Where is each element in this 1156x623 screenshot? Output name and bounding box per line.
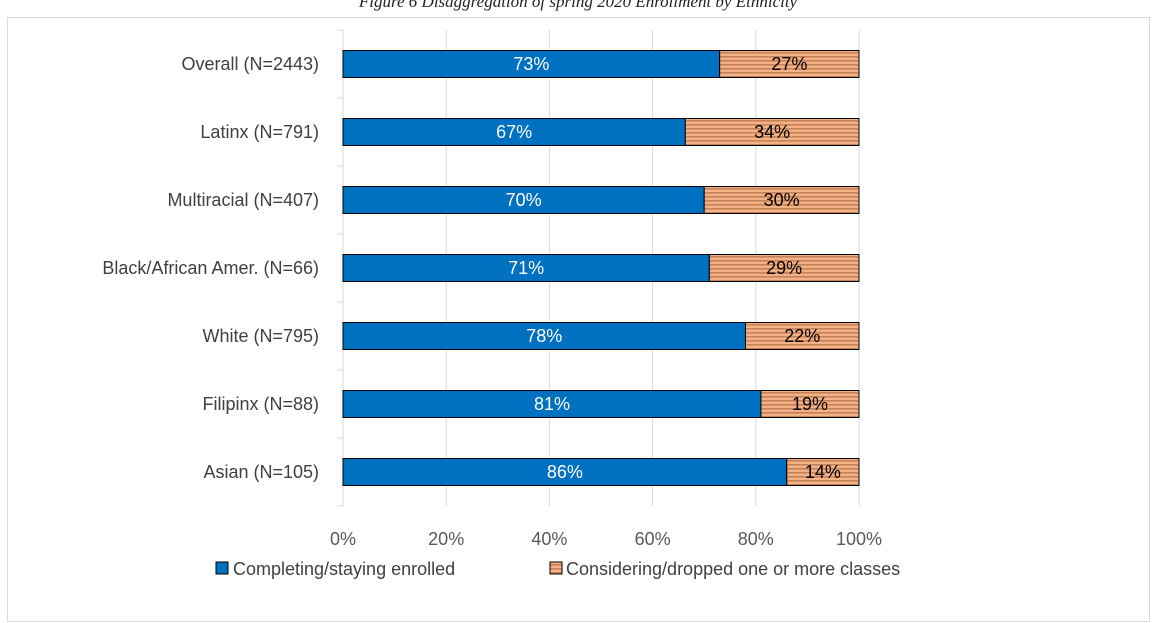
category-label: Filipinx (N=88)	[202, 394, 319, 414]
figure-caption: Figure 6 Disaggregation of spring 2020 E…	[358, 0, 798, 11]
bar-considering[interactable]	[703, 186, 860, 214]
data-label-completing: 78%	[526, 326, 562, 346]
data-label-considering: 29%	[766, 258, 802, 278]
bar-considering[interactable]	[684, 118, 860, 146]
chart-frame	[7, 17, 1150, 622]
x-tick-label: 60%	[635, 529, 671, 549]
data-label-considering: 19%	[792, 394, 828, 414]
bar-completing[interactable]	[342, 322, 746, 350]
bar-completing[interactable]	[342, 254, 710, 282]
category-label: Asian (N=105)	[203, 462, 319, 482]
bar-completing[interactable]	[342, 186, 705, 214]
bar-completing[interactable]	[342, 458, 788, 486]
data-label-completing: 86%	[547, 462, 583, 482]
bar-considering[interactable]	[708, 254, 860, 282]
data-label-considering: 22%	[784, 326, 820, 346]
category-label: Overall (N=2443)	[181, 54, 319, 74]
category-label: Latinx (N=791)	[200, 122, 319, 142]
bar-considering[interactable]	[719, 50, 860, 78]
legend-label-completing: Completing/staying enrolled	[233, 559, 455, 579]
x-axis-tick-labels: 0% 20% 40% 60% 80% 100%	[330, 529, 882, 549]
category-label: Black/African Amer. (N=66)	[102, 258, 319, 278]
bar-completing[interactable]	[342, 390, 762, 418]
data-label-completing: 71%	[508, 258, 544, 278]
legend-label-considering: Considering/dropped one or more classes	[566, 559, 900, 579]
x-tick-label: 80%	[738, 529, 774, 549]
x-tick-label: 0%	[330, 529, 356, 549]
x-tick-label: 100%	[836, 529, 882, 549]
x-tick-label: 20%	[428, 529, 464, 549]
category-label: Multiracial (N=407)	[167, 190, 319, 210]
category-axis	[337, 29, 344, 507]
category-label: White (N=795)	[202, 326, 319, 346]
data-label-considering: 14%	[805, 462, 841, 482]
bar-considering[interactable]	[786, 458, 860, 486]
legend: Completing/staying enrolled Considering/d…	[215, 559, 900, 579]
bar-considering[interactable]	[760, 390, 860, 418]
data-label-completing: 67%	[496, 122, 532, 142]
bars: Overall (N=2443) 73% 27% Latinx (N=791) 67% 3…	[102, 50, 860, 486]
data-label-considering: 34%	[754, 122, 790, 142]
legend-swatch-completing	[215, 561, 229, 575]
data-label-considering: 30%	[764, 190, 800, 210]
data-label-completing: 70%	[506, 190, 542, 210]
bar-completing[interactable]	[342, 118, 686, 146]
x-tick-label: 40%	[531, 529, 567, 549]
data-label-completing: 81%	[534, 394, 570, 414]
legend-swatch-considering	[549, 561, 563, 575]
bar-considering[interactable]	[744, 322, 860, 350]
data-label-completing: 73%	[513, 54, 549, 74]
data-label-considering: 27%	[771, 54, 807, 74]
